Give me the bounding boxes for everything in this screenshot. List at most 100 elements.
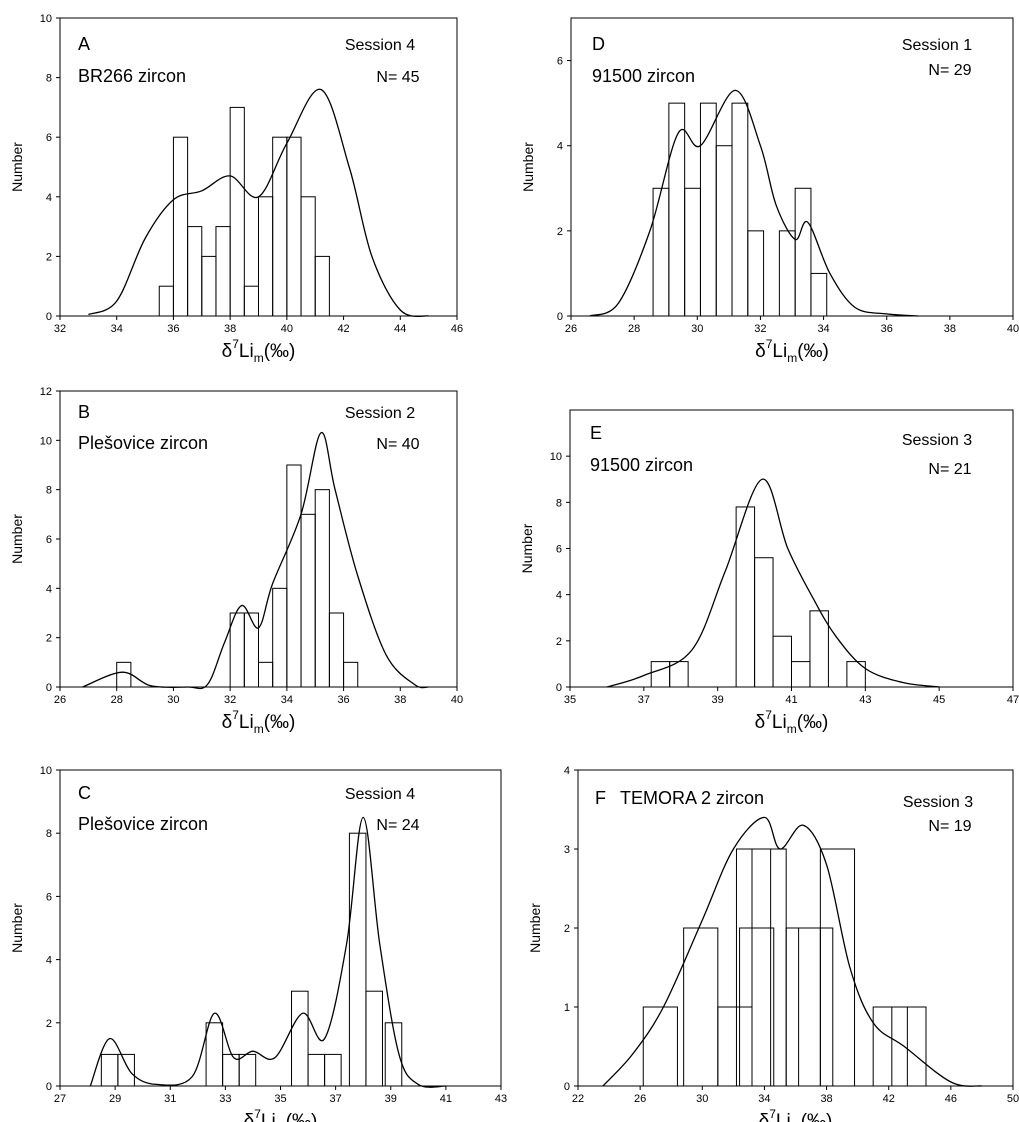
y-axis-label: Number [520,142,536,192]
histogram-bar [642,1006,678,1087]
x-tick-label: 26 [565,323,577,335]
x-tick-label: 27 [54,1093,66,1105]
x-tick-label: 30 [167,694,179,706]
x-tick-label: 30 [696,1093,708,1105]
histogram-bar [291,990,309,1087]
histogram-bar [652,187,670,317]
y-tick-label: 4 [46,192,52,204]
session-label: Session 3 [902,432,972,449]
x-axis-label: δ7Lim(‰) [759,1107,833,1122]
session-label: Session 1 [902,37,972,54]
x-tick-label: 32 [54,323,66,335]
y-axis-label: Number [519,523,535,573]
x-tick-label: 28 [111,694,123,706]
histogram-bar [846,661,866,688]
x-tick-label: 22 [572,1093,584,1105]
y-tick-label: 1 [564,1002,570,1014]
y-tick-label: 6 [46,132,52,144]
x-tick-label: 36 [881,323,893,335]
panel-e: 35 37 39 41 43 45 47 0 2 4 6 8 10 Number δ7Lim(‰) E 9150… [519,409,1019,736]
x-tick-label: 41 [440,1093,452,1105]
histogram-bar [300,196,316,317]
histogram-bar [215,226,231,317]
histogram-bar [735,506,756,688]
y-tick-label: 10 [40,765,52,777]
y-axis-label: Number [9,142,25,192]
panel-label: B [78,402,90,422]
histogram-bar [791,661,811,688]
histogram-bar [684,187,701,317]
n-label: N= 45 [376,69,419,86]
x-tick-label: 41 [785,694,797,706]
histogram-bar [872,1006,908,1087]
histogram-bar [117,1053,135,1087]
n-label: N= 19 [928,818,971,835]
x-tick-label: 38 [820,1093,832,1105]
x-tick-label: 34 [111,323,123,335]
histogram-bar [243,285,259,317]
histogram-bar [365,990,383,1087]
y-tick-label: 8 [46,485,52,497]
y-tick-label: 10 [550,451,562,463]
histogram-bar [819,848,856,1087]
x-tick-label: 30 [691,323,703,335]
histogram-bar [243,612,259,688]
histogram-bar [205,1022,224,1087]
histogram-bar [187,226,203,317]
y-tick-label: 10 [40,13,52,25]
panel-label: C [78,783,91,803]
y-tick-label: 0 [46,682,52,694]
histogram-bar [286,464,302,688]
x-tick-label: 42 [337,323,349,335]
density-curve [88,88,429,318]
x-tick-label: 44 [394,323,406,335]
histogram-bar [100,1053,119,1087]
x-tick-label: 35 [564,694,576,706]
session-label: Session 4 [345,37,415,54]
y-tick-label: 0 [564,1081,570,1093]
x-tick-label: 36 [167,323,179,335]
histogram-bar [343,661,359,688]
y-tick-label: 8 [46,828,52,840]
histogram-bar [314,489,330,688]
histogram-bar [324,1053,342,1087]
session-label: Session 4 [345,786,415,803]
x-tick-label: 46 [451,323,463,335]
x-tick-label: 42 [883,1093,895,1105]
histogram-bar [229,106,245,317]
panel-d: 26 28 30 32 34 36 38 40 0 2 4 6 Number δ7Lim(‰) D 91500… [520,17,1019,365]
density-curve [602,816,982,1087]
histogram-bar [307,1053,326,1087]
histogram-bar [778,230,796,317]
sample-label: 91500 zircon [590,455,693,475]
histogram-bar [238,1053,257,1087]
x-tick-label: 38 [394,694,406,706]
n-label: N= 40 [376,436,419,453]
histogram-bar [717,1006,753,1087]
x-axis-label: δ7Lim(‰) [755,708,829,736]
x-tick-label: 39 [712,694,724,706]
y-tick-label: 4 [557,141,563,153]
histogram-bar [754,557,774,688]
y-tick-label: 2 [557,226,563,238]
x-tick-label: 35 [274,1093,286,1105]
x-tick-label: 32 [754,323,766,335]
x-axis-label: δ7Lim(‰) [755,337,829,365]
histogram-bar [229,612,245,688]
sample-label: Plešovice zircon [78,814,208,834]
histogram-bar [650,661,671,688]
histogram-bar [810,272,828,317]
density-curve [89,816,446,1088]
histogram-bar [891,1006,927,1087]
x-axis-label: δ7Lim(‰) [222,708,296,736]
panel-a: 32 34 36 38 40 42 44 460246810Numberδ7Lim(‰)ABR… [9,13,463,365]
x-tick-label: 31 [164,1093,176,1105]
sample-label: TEMORA 2 zircon [620,788,764,808]
histogram-bar [116,661,132,688]
histogram-bar [328,612,345,688]
session-label: Session 2 [345,405,415,422]
histogram-bar [158,285,174,317]
panel-label: F [595,788,606,808]
density-curve [589,89,919,317]
